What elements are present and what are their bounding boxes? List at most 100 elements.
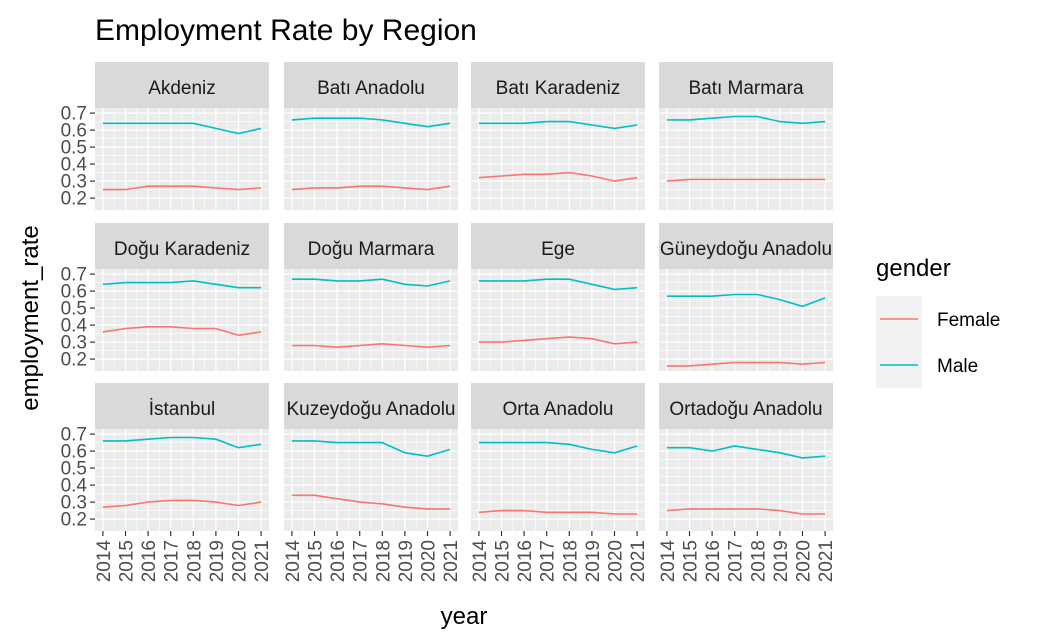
facet-panels: Akdeniz Batı Anadolu Batı Karadeniz Batı Ma… [95, 62, 833, 531]
facet-strip [284, 383, 458, 429]
x-tick-label: 2018 [373, 540, 394, 582]
facet-dogu-marmara: Doğu Marmara [284, 223, 458, 371]
facet-orta-anadolu: Orta Anadolu [471, 383, 645, 531]
series-line-male [102, 280, 262, 289]
y-tick-label: 0.3 [61, 172, 87, 193]
facet-strip [95, 383, 269, 429]
series-line-male [478, 120, 638, 130]
x-axes: 2014 2015 2016 2017 2018 2019 2020 2021 2014 2015… [94, 531, 837, 582]
facet-strip [284, 62, 458, 108]
y-tick-label: 0.3 [61, 493, 87, 514]
series-line-female [478, 509, 638, 515]
facet-akdeniz: Akdeniz [95, 62, 269, 210]
y-tick-label: 0.3 [61, 333, 87, 354]
y-tick-label: 0.6 [61, 282, 87, 303]
x-tick-label: 2016 [139, 540, 160, 582]
x-tick-label: 2020 [605, 540, 626, 582]
facet-strip-label: Doğu Marmara [308, 239, 435, 260]
facet-bati-karadeniz: Batı Karadeniz [471, 62, 645, 210]
legend-entries: Female Male [876, 296, 1000, 388]
x-tick-label: 2014 [94, 540, 115, 583]
facet-strip [659, 383, 833, 429]
y-tick-label: 0.7 [61, 265, 87, 286]
series-line-female [291, 342, 451, 349]
series-line-male [291, 440, 451, 458]
series-line-male [102, 436, 262, 449]
x-tick-label: 2018 [748, 540, 769, 582]
x-tick-label: 2019 [583, 540, 604, 582]
x-tick-label: 2016 [328, 540, 349, 582]
legend-entry-female: Female [876, 296, 1000, 342]
series-line-female [102, 185, 262, 191]
facet-ege: Ege [471, 223, 645, 371]
series-line-male [102, 122, 262, 135]
facet-strip [471, 223, 645, 269]
facet-istanbul: İstanbul [95, 383, 269, 531]
series-line-male [291, 117, 451, 128]
legend-label: Male [937, 356, 978, 377]
series-line-female [478, 336, 638, 345]
series-line-male [666, 445, 826, 459]
facet-strip-label: Batı Marmara [688, 78, 804, 99]
facet-guneydogu-anadolu: Güneydoğu Anadolu [659, 223, 833, 371]
facet-strip [95, 62, 269, 108]
x-tick-label: 2017 [726, 540, 747, 582]
facet-strip-label: Batı Anadolu [317, 78, 425, 99]
series-line-male [666, 293, 826, 308]
x-axis-title: year [441, 603, 488, 630]
facet-kuzeydogu-anadolu: Kuzeydoğu Anadolu [284, 383, 458, 531]
facet-strip-label: Kuzeydoğu Anadolu [286, 399, 455, 420]
facet-strip-label: Orta Anadolu [503, 399, 614, 420]
y-tick-label: 0.2 [61, 510, 87, 531]
facet-strip [659, 223, 833, 269]
y-tick-label: 0.4 [61, 476, 88, 497]
series-line-male [666, 115, 826, 125]
facet-ortadogu-anadolu: Ortadoğu Anadolu [659, 383, 833, 531]
facet-strip [471, 383, 645, 429]
x-tick-label: 2021 [252, 540, 273, 582]
y-tick-label: 0.5 [61, 459, 87, 480]
legend-title: gender [876, 255, 951, 282]
facet-strip [284, 223, 458, 269]
facet-strip-label: Akdeniz [148, 78, 216, 99]
y-tick-label: 0.2 [61, 189, 87, 210]
x-tick-label: 2019 [396, 540, 417, 582]
series-line-male [478, 278, 638, 291]
y-tick-label: 0.7 [61, 104, 87, 125]
x-tick-label: 2019 [771, 540, 792, 582]
legend: gender Female Male [876, 255, 1000, 388]
x-tick-label: 2016 [703, 540, 724, 582]
series-line-male [291, 278, 451, 287]
series-line-male [478, 441, 638, 454]
facet-strip [471, 62, 645, 108]
series-line-female [102, 499, 262, 508]
y-axes: 0.20.30.40.50.60.70.20.30.40.50.60.70.20… [61, 104, 95, 531]
facet-strip [95, 223, 269, 269]
facet-strip-label: Ege [541, 239, 575, 260]
facet-strip-label: Doğu Karadeniz [114, 239, 250, 260]
y-tick-label: 0.6 [61, 121, 87, 142]
x-tick-label: 2015 [117, 540, 138, 582]
facet-dogu-karadeniz: Doğu Karadeniz [95, 223, 269, 371]
x-tick-label: 2021 [816, 540, 837, 582]
x-tick-label: 2020 [418, 540, 439, 582]
facet-strip-label: Batı Karadeniz [496, 78, 621, 99]
y-tick-label: 0.4 [61, 316, 88, 337]
series-line-female [291, 494, 451, 510]
y-tick-label: 0.5 [61, 138, 87, 159]
x-tick-label: 2017 [351, 540, 372, 582]
x-tick-label: 2018 [560, 540, 581, 582]
y-tick-label: 0.5 [61, 299, 87, 320]
series-line-female [666, 508, 826, 515]
series-line-female [291, 185, 451, 191]
y-tick-label: 0.6 [61, 442, 87, 463]
y-tick-label: 0.4 [61, 155, 88, 176]
x-tick-label: 2017 [162, 540, 183, 582]
y-axis-title: employment_rate [17, 225, 44, 410]
legend-label: Female [937, 310, 1000, 331]
legend-entry-male: Male [876, 342, 978, 388]
x-tick-label: 2021 [441, 540, 462, 582]
series-line-female [666, 361, 826, 367]
facet-strip-label: İstanbul [149, 399, 216, 420]
